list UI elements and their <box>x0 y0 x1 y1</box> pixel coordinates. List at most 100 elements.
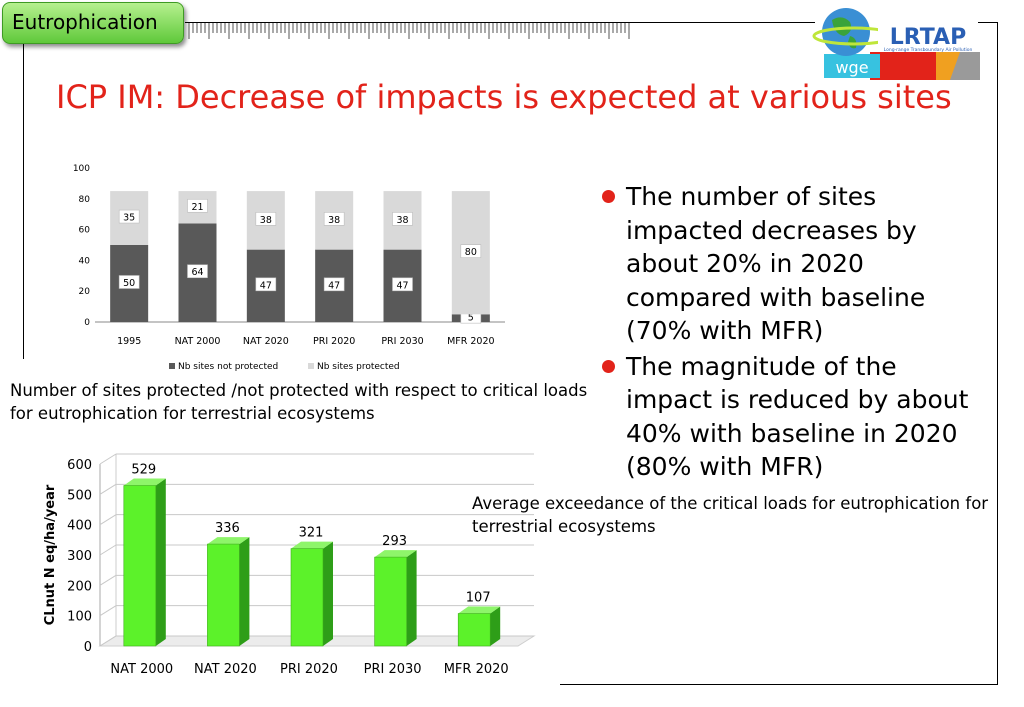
data-label: 5 <box>468 313 474 324</box>
y-tick-label: 100 <box>67 610 92 625</box>
gridline-side <box>99 483 117 495</box>
data-label: 64 <box>191 267 203 278</box>
ruler-decoration <box>188 23 630 39</box>
data-label: 38 <box>260 215 272 226</box>
y-tick-label: 0 <box>84 318 90 328</box>
data-label-box <box>255 277 277 292</box>
data-label-box <box>187 198 208 213</box>
x-tick-label: NAT 2000 <box>175 336 221 347</box>
bullet-text: The number of sites impacted decreases b… <box>626 182 926 345</box>
sites-protected-chart: 0 20 40 60 80 100 50 35 1995 64 21 NAT 2000 47 38 NAT … <box>73 164 505 372</box>
legend-swatch <box>169 363 175 369</box>
x-tick-label: MFR 2020 <box>447 336 494 347</box>
data-label-box <box>460 244 482 258</box>
data-label-box <box>118 275 140 289</box>
y-tick-label: 40 <box>79 256 91 266</box>
data-label-box <box>118 209 140 224</box>
legend-label: Nb sites not protected <box>178 362 278 372</box>
y-tick-label: 300 <box>67 549 92 564</box>
gridline-side <box>99 453 117 465</box>
y-tick-label: 0 <box>84 640 92 655</box>
gridline-side <box>99 605 117 617</box>
x-tick-label: NAT 2000 <box>110 662 173 677</box>
x-tick-label: 1995 <box>117 336 141 347</box>
data-label-box <box>255 212 277 226</box>
bullet-item: The number of sites impacted decreases b… <box>600 180 990 348</box>
bar-top <box>207 537 250 545</box>
globe-land-icon <box>832 17 857 49</box>
y-tick-label: 500 <box>67 488 92 503</box>
data-label: 35 <box>123 213 135 224</box>
data-label-box <box>392 277 413 292</box>
logo-text-bg <box>878 22 978 52</box>
gridline-side <box>99 635 117 647</box>
data-label-box <box>323 277 345 292</box>
y-axis-title: CLnut N eq/ha/year <box>43 484 58 625</box>
slide-frame-left <box>23 44 24 359</box>
x-tick-label: PRI 2020 <box>280 662 338 677</box>
bar-top <box>458 606 501 614</box>
slide-frame-bottom <box>560 684 998 685</box>
data-label-box <box>392 212 413 226</box>
bar-top <box>123 478 166 486</box>
logo-badge: wge <box>835 58 868 77</box>
bullet-dot-icon <box>602 190 615 203</box>
bar <box>374 556 407 647</box>
bar-side <box>239 537 250 646</box>
gridline-side <box>99 574 117 586</box>
slide-frame-right <box>997 22 998 685</box>
data-label: 47 <box>328 280 340 291</box>
data-label: 50 <box>123 278 135 289</box>
bar-side <box>490 606 501 646</box>
bullet-dot-icon <box>602 359 615 373</box>
y-tick-label: 200 <box>67 579 92 594</box>
x-tick-label: NAT 2020 <box>243 336 289 347</box>
y-tick-label: 400 <box>67 519 92 534</box>
x-tick-label: PRI 2030 <box>381 336 423 347</box>
chart1-caption: Number of sites protected /not protected… <box>10 381 588 423</box>
y-tick-label: 60 <box>79 226 91 236</box>
data-label: 529 <box>131 463 156 478</box>
bar-side <box>406 550 417 646</box>
data-label: 38 <box>396 215 408 226</box>
chart2-caption: Average exceedance of the critical loads… <box>472 494 989 536</box>
slide-title: ICP IM: Decrease of impacts is expected … <box>56 78 952 116</box>
logo-stripe-grey <box>950 52 980 80</box>
gridline-side <box>99 544 117 556</box>
y-tick-label: 80 <box>79 195 91 205</box>
data-label: 21 <box>191 202 203 213</box>
y-tick-label: 100 <box>73 164 90 174</box>
data-label: 38 <box>328 215 340 226</box>
bar-side <box>323 541 333 646</box>
gridline-side <box>99 514 117 526</box>
y-tick-label: 20 <box>79 287 91 297</box>
bar <box>290 548 324 647</box>
y-tick-label: 600 <box>67 458 92 473</box>
data-label: 293 <box>382 534 407 549</box>
bar-top <box>291 541 333 549</box>
x-tick-label: PRI 2030 <box>364 662 422 677</box>
bar-side <box>155 478 166 646</box>
legend-swatch <box>308 363 314 369</box>
data-label-box <box>323 212 345 226</box>
x-tick-label: NAT 2020 <box>194 662 257 677</box>
bullet-list: The number of sites impacted decreases b… <box>600 180 990 486</box>
x-tick-label: PRI 2020 <box>313 336 355 347</box>
data-label: 107 <box>466 591 491 606</box>
section-tag: Eutrophication <box>2 2 184 44</box>
bullet-item: The magnitude of the impact is reduced b… <box>600 350 990 484</box>
logo-text: LRTAP <box>890 25 966 50</box>
x-tick-label: MFR 2020 <box>444 662 509 677</box>
data-label: 47 <box>260 280 272 291</box>
data-label-box <box>187 264 208 279</box>
bar <box>123 485 157 647</box>
bar <box>457 613 491 647</box>
bullet-text: The magnitude of the impact is reduced b… <box>626 351 969 482</box>
bar-top <box>374 550 417 558</box>
lrtap-logo: LRTAP Long-range Transboundary Air Pollu… <box>812 8 980 80</box>
logo-subtitle: Long-range Transboundary Air Pollution <box>884 47 973 53</box>
slide-frame-top-right <box>978 22 998 23</box>
logo-badge-bg <box>824 54 880 78</box>
data-label: 336 <box>215 521 240 536</box>
data-label: 80 <box>465 247 477 258</box>
